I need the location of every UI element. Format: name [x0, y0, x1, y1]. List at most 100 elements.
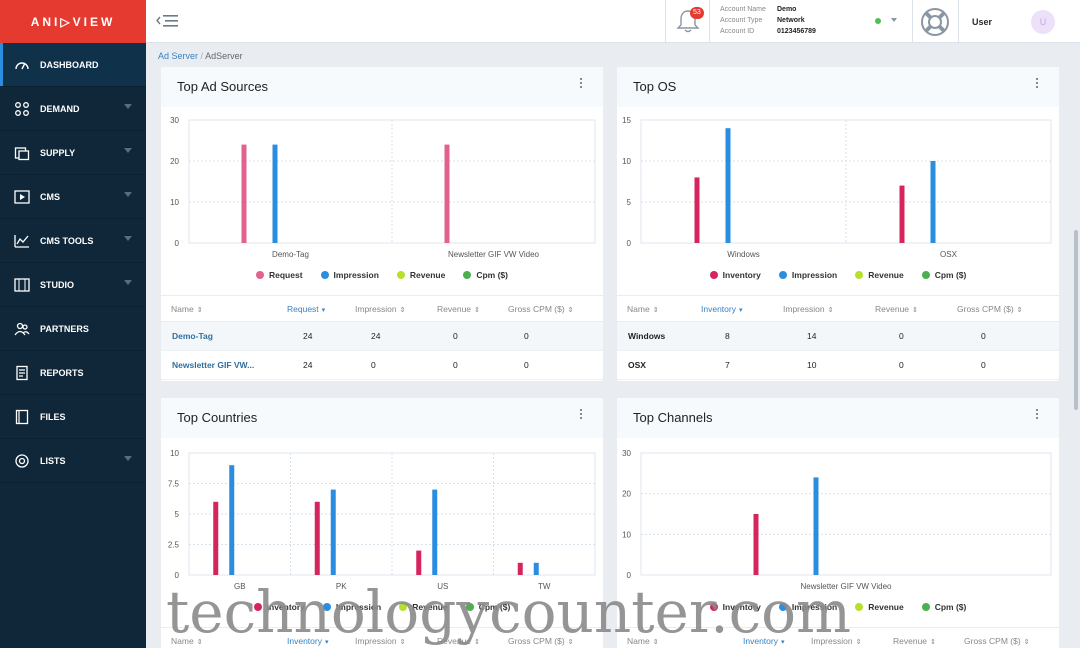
- sort-icon: ⇕: [652, 638, 659, 646]
- sidebar-item-reports[interactable]: REPORTS: [0, 351, 146, 395]
- table-cell-value: 0: [453, 360, 458, 370]
- column-header-name[interactable]: Name ⇕: [171, 636, 203, 646]
- avatar[interactable]: U: [1031, 10, 1055, 34]
- column-header-name[interactable]: Name ⇕: [171, 304, 203, 314]
- sidebar-item-files[interactable]: FILES: [0, 395, 146, 439]
- column-header-request[interactable]: Request ▾: [287, 304, 325, 314]
- breadcrumb-parent-link[interactable]: Ad Server: [158, 51, 199, 61]
- account-switch-caret-icon[interactable]: [891, 18, 897, 22]
- x-tick-label: GB: [234, 582, 246, 591]
- table-cell-name[interactable]: Newsletter GIF VW...: [172, 360, 255, 370]
- table-cell-name: OSX: [628, 360, 646, 370]
- more-options-icon[interactable]: [1036, 78, 1039, 90]
- user-name[interactable]: User: [972, 17, 993, 27]
- sidebar-item-studio[interactable]: STUDIO: [0, 263, 146, 307]
- y-tick-label: 30: [622, 449, 631, 458]
- column-header-impression[interactable]: Impression ⇕: [355, 636, 405, 646]
- legend-item-request[interactable]: Request: [256, 270, 303, 280]
- sidebar-item-label: DEMAND: [40, 103, 80, 114]
- card-title: Top Channels: [633, 410, 713, 425]
- column-header-gross-cpm[interactable]: Gross CPM ($) ⇕: [508, 304, 574, 314]
- table-cell-value: 0: [981, 331, 986, 341]
- column-header-revenue[interactable]: Revenue ⇕: [893, 636, 936, 646]
- collapse-menu-icon[interactable]: [156, 14, 180, 31]
- sidebar-item-cms[interactable]: CMS: [0, 175, 146, 219]
- column-header-inventory[interactable]: Inventory ▾: [743, 636, 784, 646]
- sort-icon: ⇕: [1023, 638, 1030, 646]
- legend-item-impression[interactable]: Impression: [778, 602, 837, 612]
- y-tick-label: 2.5: [168, 541, 180, 550]
- legend-item-revenue[interactable]: Revenue: [399, 602, 448, 612]
- column-header-inventory[interactable]: Inventory ▾: [287, 636, 328, 646]
- more-options-icon[interactable]: [580, 409, 583, 421]
- table-row[interactable]: Windows 8 14 0 0: [617, 322, 1059, 351]
- sidebar-item-demand[interactable]: DEMAND: [0, 87, 146, 131]
- sidebar-item-lists[interactable]: LISTS: [0, 439, 146, 483]
- sidebar-item-label: DASHBOARD: [40, 59, 99, 70]
- chevron-down-icon: [124, 280, 132, 285]
- legend-color-dot: [463, 271, 472, 279]
- bar-inventory-us: [416, 550, 422, 575]
- legend-item-inventory[interactable]: Inventory: [709, 270, 761, 280]
- column-header-gross-cpm[interactable]: Gross CPM ($) ⇕: [964, 636, 1030, 646]
- sidebar-item-cms-tools[interactable]: CMS TOOLS: [0, 219, 146, 263]
- legend-item-cpm[interactable]: Cpm ($): [921, 270, 967, 280]
- more-options-icon[interactable]: [580, 78, 583, 90]
- sidebar-item-supply[interactable]: SUPPLY: [0, 131, 146, 175]
- legend-item-cpm[interactable]: Cpm ($): [921, 602, 966, 612]
- legend-item-inventory[interactable]: Inventory: [253, 602, 305, 612]
- legend-item-impression[interactable]: Impression: [778, 270, 837, 280]
- legend-item-inventory[interactable]: Inventory: [709, 602, 761, 612]
- column-header-impression[interactable]: Impression ⇕: [811, 636, 861, 646]
- legend-item-cpm[interactable]: Cpm ($): [463, 270, 508, 280]
- legend-item-revenue[interactable]: Revenue: [396, 270, 445, 280]
- column-header-label: Gross CPM ($): [508, 635, 565, 646]
- legend-item-revenue[interactable]: Revenue: [855, 270, 904, 280]
- sidebar-item-label: FILES: [40, 411, 66, 422]
- column-header-name[interactable]: Name ⇕: [627, 304, 659, 314]
- legend-item-impression[interactable]: Impression: [322, 602, 381, 612]
- legend-item-cpm[interactable]: Cpm ($): [465, 602, 510, 612]
- column-header-label: Revenue: [893, 635, 928, 646]
- y-tick-label: 7.5: [168, 480, 180, 489]
- column-header-revenue[interactable]: Revenue ⇕: [437, 636, 480, 646]
- legend-item-impression[interactable]: Impression: [320, 270, 379, 280]
- y-tick-label: 15: [622, 116, 631, 125]
- bar-inventory-tw: [517, 562, 523, 575]
- account-name-value: Demo: [777, 6, 797, 13]
- table-cell-value: 0: [899, 360, 904, 370]
- legend-color-dot: [778, 271, 787, 279]
- sidebar-item-dashboard[interactable]: DASHBOARD: [0, 43, 146, 87]
- table-row[interactable]: Demo-Tag 24 24 0 0: [161, 322, 603, 351]
- chart-legend: Request Impression Revenue Cpm ($): [161, 270, 603, 280]
- column-header-name[interactable]: Name ⇕: [627, 636, 659, 646]
- legend-label: Cpm ($): [934, 270, 967, 280]
- column-header-revenue[interactable]: Revenue ⇕: [437, 304, 480, 314]
- column-header-gross-cpm[interactable]: Gross CPM ($) ⇕: [957, 304, 1023, 314]
- card-countries: Top Countries 0 2.5 5 7.5 10 GB PK US TW Inventory…: [161, 398, 603, 648]
- column-header-impression[interactable]: Impression ⇕: [355, 304, 405, 314]
- table-cell-name[interactable]: Demo-Tag: [172, 331, 213, 341]
- column-header-label: Revenue: [437, 635, 472, 646]
- column-header-revenue[interactable]: Revenue ⇕: [875, 304, 918, 314]
- page-scrollbar[interactable]: [1074, 230, 1078, 410]
- table-row[interactable]: OSX 7 10 0 0: [617, 351, 1059, 380]
- table-cell-value: 0: [981, 360, 986, 370]
- column-header-gross-cpm[interactable]: Gross CPM ($) ⇕: [508, 636, 574, 646]
- account-id-value: 0123456789: [777, 28, 816, 35]
- table-header: Name ⇕ Inventory ▾ Impression ⇕ Revenue ⇕ Gross …: [617, 627, 1059, 648]
- column-header-inventory[interactable]: Inventory ▾: [701, 304, 742, 314]
- help-lifebuoy-icon[interactable]: [920, 7, 950, 40]
- column-header-label: Inventory: [701, 303, 736, 314]
- column-header-impression[interactable]: Impression ⇕: [783, 304, 833, 314]
- sort-icon: ⇕: [567, 638, 574, 646]
- table-row[interactable]: Newsletter GIF VW... 24 0 0 0: [161, 351, 603, 380]
- sort-icon: ⇕: [399, 306, 406, 314]
- sidebar-item-partners[interactable]: PARTNERS: [0, 307, 146, 351]
- y-tick-label: 0: [627, 239, 632, 248]
- more-options-icon[interactable]: [1036, 409, 1039, 421]
- legend-item-revenue[interactable]: Revenue: [855, 602, 904, 612]
- column-header-label: Gross CPM ($): [964, 635, 1021, 646]
- card-header: [617, 67, 1059, 107]
- brand-logo[interactable]: ANI▷VIEW: [0, 0, 146, 43]
